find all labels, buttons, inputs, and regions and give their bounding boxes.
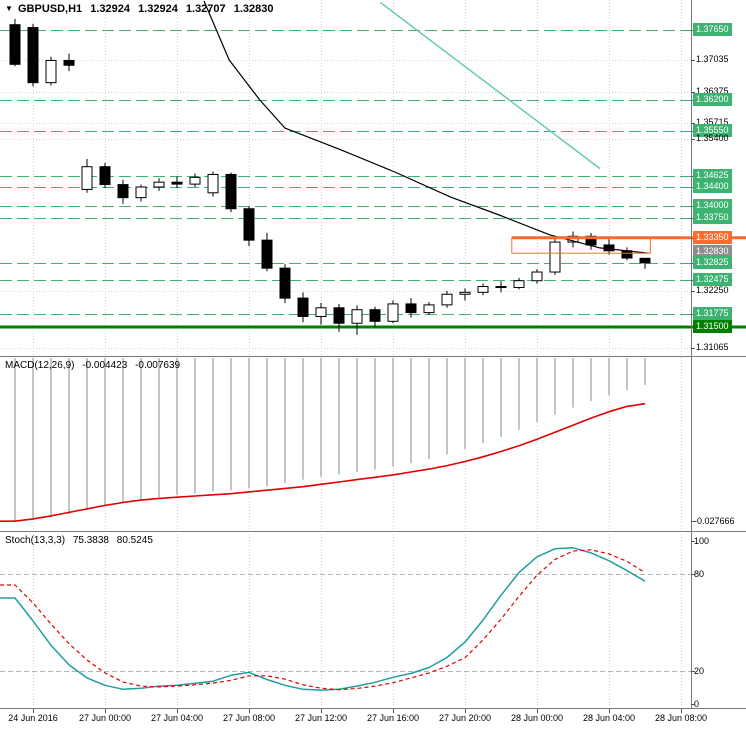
time-axis-label: 28 Jun 00:00 — [510, 713, 564, 723]
price-axis-label: 1.31065 — [696, 342, 729, 353]
symbol-dropdown-icon[interactable]: ▼ — [5, 4, 13, 13]
price-axis-label[interactable]: 1.31500 — [693, 320, 732, 334]
macd-histogram — [14, 358, 646, 522]
price-axis-label: 1.37035 — [696, 53, 729, 64]
stoch-main-line — [0, 547, 646, 691]
price-axis-label[interactable]: 1.32825 — [693, 256, 732, 270]
time-axis-label: 28 Jun 08:00 — [654, 713, 708, 723]
price-axis-label[interactable]: 1.32830 — [693, 244, 732, 258]
chart-legend: ▼ GBPUSD,H1 1.32924 1.32924 1.32707 1.32… — [5, 3, 278, 15]
price-axis-label[interactable]: 1.34400 — [693, 180, 732, 193]
time-axis-label: 27 Jun 04:00 — [150, 713, 204, 723]
price-axis-label[interactable]: 1.37650 — [693, 23, 732, 36]
macd-scale-min: -0.027666 — [694, 516, 735, 526]
grid-layer — [0, 0, 691, 708]
price-axis-label[interactable]: 1.34625 — [693, 169, 732, 183]
ohlc-low: 1.32707 — [185, 3, 226, 15]
time-axis[interactable]: 24 Jun 2016 27 Jun 00:00 27 Jun 04:00 27 Ju… — [0, 709, 746, 731]
ohlc-close: 1.32830 — [233, 3, 274, 15]
stoch-label: Stoch(13,3,3) 75.3838 80.5245 — [5, 535, 158, 546]
support-resistance-levels[interactable] — [0, 30, 746, 329]
stoch-scale-0: 0 — [694, 699, 700, 709]
ohlc-high: 1.32924 — [138, 3, 178, 15]
macd-signal-line — [0, 402, 646, 523]
time-axis-label: 27 Jun 00:00 — [78, 713, 132, 723]
price-axis-label: 1.36375 — [696, 85, 729, 96]
macd-value-main: -0.004423 — [82, 360, 128, 371]
macd-panel[interactable] — [0, 357, 691, 531]
stoch-signal-line — [0, 549, 646, 691]
time-axis-label: 27 Jun 08:00 — [222, 713, 276, 723]
time-axis-label: 24 Jun 2016 — [8, 713, 58, 723]
stoch-scale-80: 80 — [694, 568, 705, 579]
price-axis-label[interactable]: 1.32475 — [693, 273, 732, 286]
price-axis-label[interactable]: 1.35550 — [693, 124, 732, 138]
macd-name: MACD(12,26,9) — [5, 360, 75, 371]
stoch-scale-20: 20 — [694, 666, 705, 677]
main-chart-panel[interactable] — [0, 0, 691, 356]
symbol-period-label: GBPUSD,H1 — [17, 3, 83, 15]
trendline[interactable] — [379, 1, 601, 170]
time-axis-label: 28 Jun 04:00 — [582, 713, 636, 723]
time-axis-label: 27 Jun 20:00 — [438, 713, 492, 723]
price-axis-label[interactable]: 1.33350 — [693, 230, 732, 244]
price-axis[interactable]: 1.37650 1.37035 1.36375 1.36200 1.35715 1.355… — [691, 0, 746, 709]
price-axis-label[interactable]: 1.31775 — [693, 306, 732, 320]
stoch-value-main: 75.3838 — [72, 535, 109, 546]
stoch-name: Stoch(13,3,3) — [5, 535, 66, 546]
price-axis-label: 1.35715 — [696, 117, 729, 128]
price-axis-label[interactable]: 1.34000 — [693, 199, 732, 213]
price-axis-label: 1.35400 — [696, 132, 729, 143]
price-axis-label[interactable]: 1.36200 — [693, 93, 732, 107]
stoch-levels — [0, 574, 691, 672]
macd-value-signal: -0.007639 — [135, 360, 181, 371]
time-axis-label: 27 Jun 16:00 — [366, 713, 420, 723]
time-axis-label: 27 Jun 12:00 — [294, 713, 348, 723]
panel-borders — [0, 0, 746, 709]
stoch-scale-100: 100 — [694, 536, 710, 546]
price-axis-label[interactable]: 1.33750 — [693, 211, 732, 225]
ohlc-open: 1.32924 — [90, 3, 130, 15]
macd-label: MACD(12,26,9) -0.004423 -0.007639 — [5, 360, 185, 371]
stoch-value-signal: 80.5245 — [116, 535, 153, 546]
candles-layer[interactable] — [9, 18, 651, 335]
stoch-panel[interactable] — [0, 532, 691, 708]
price-axis-label: 1.32250 — [696, 284, 729, 295]
